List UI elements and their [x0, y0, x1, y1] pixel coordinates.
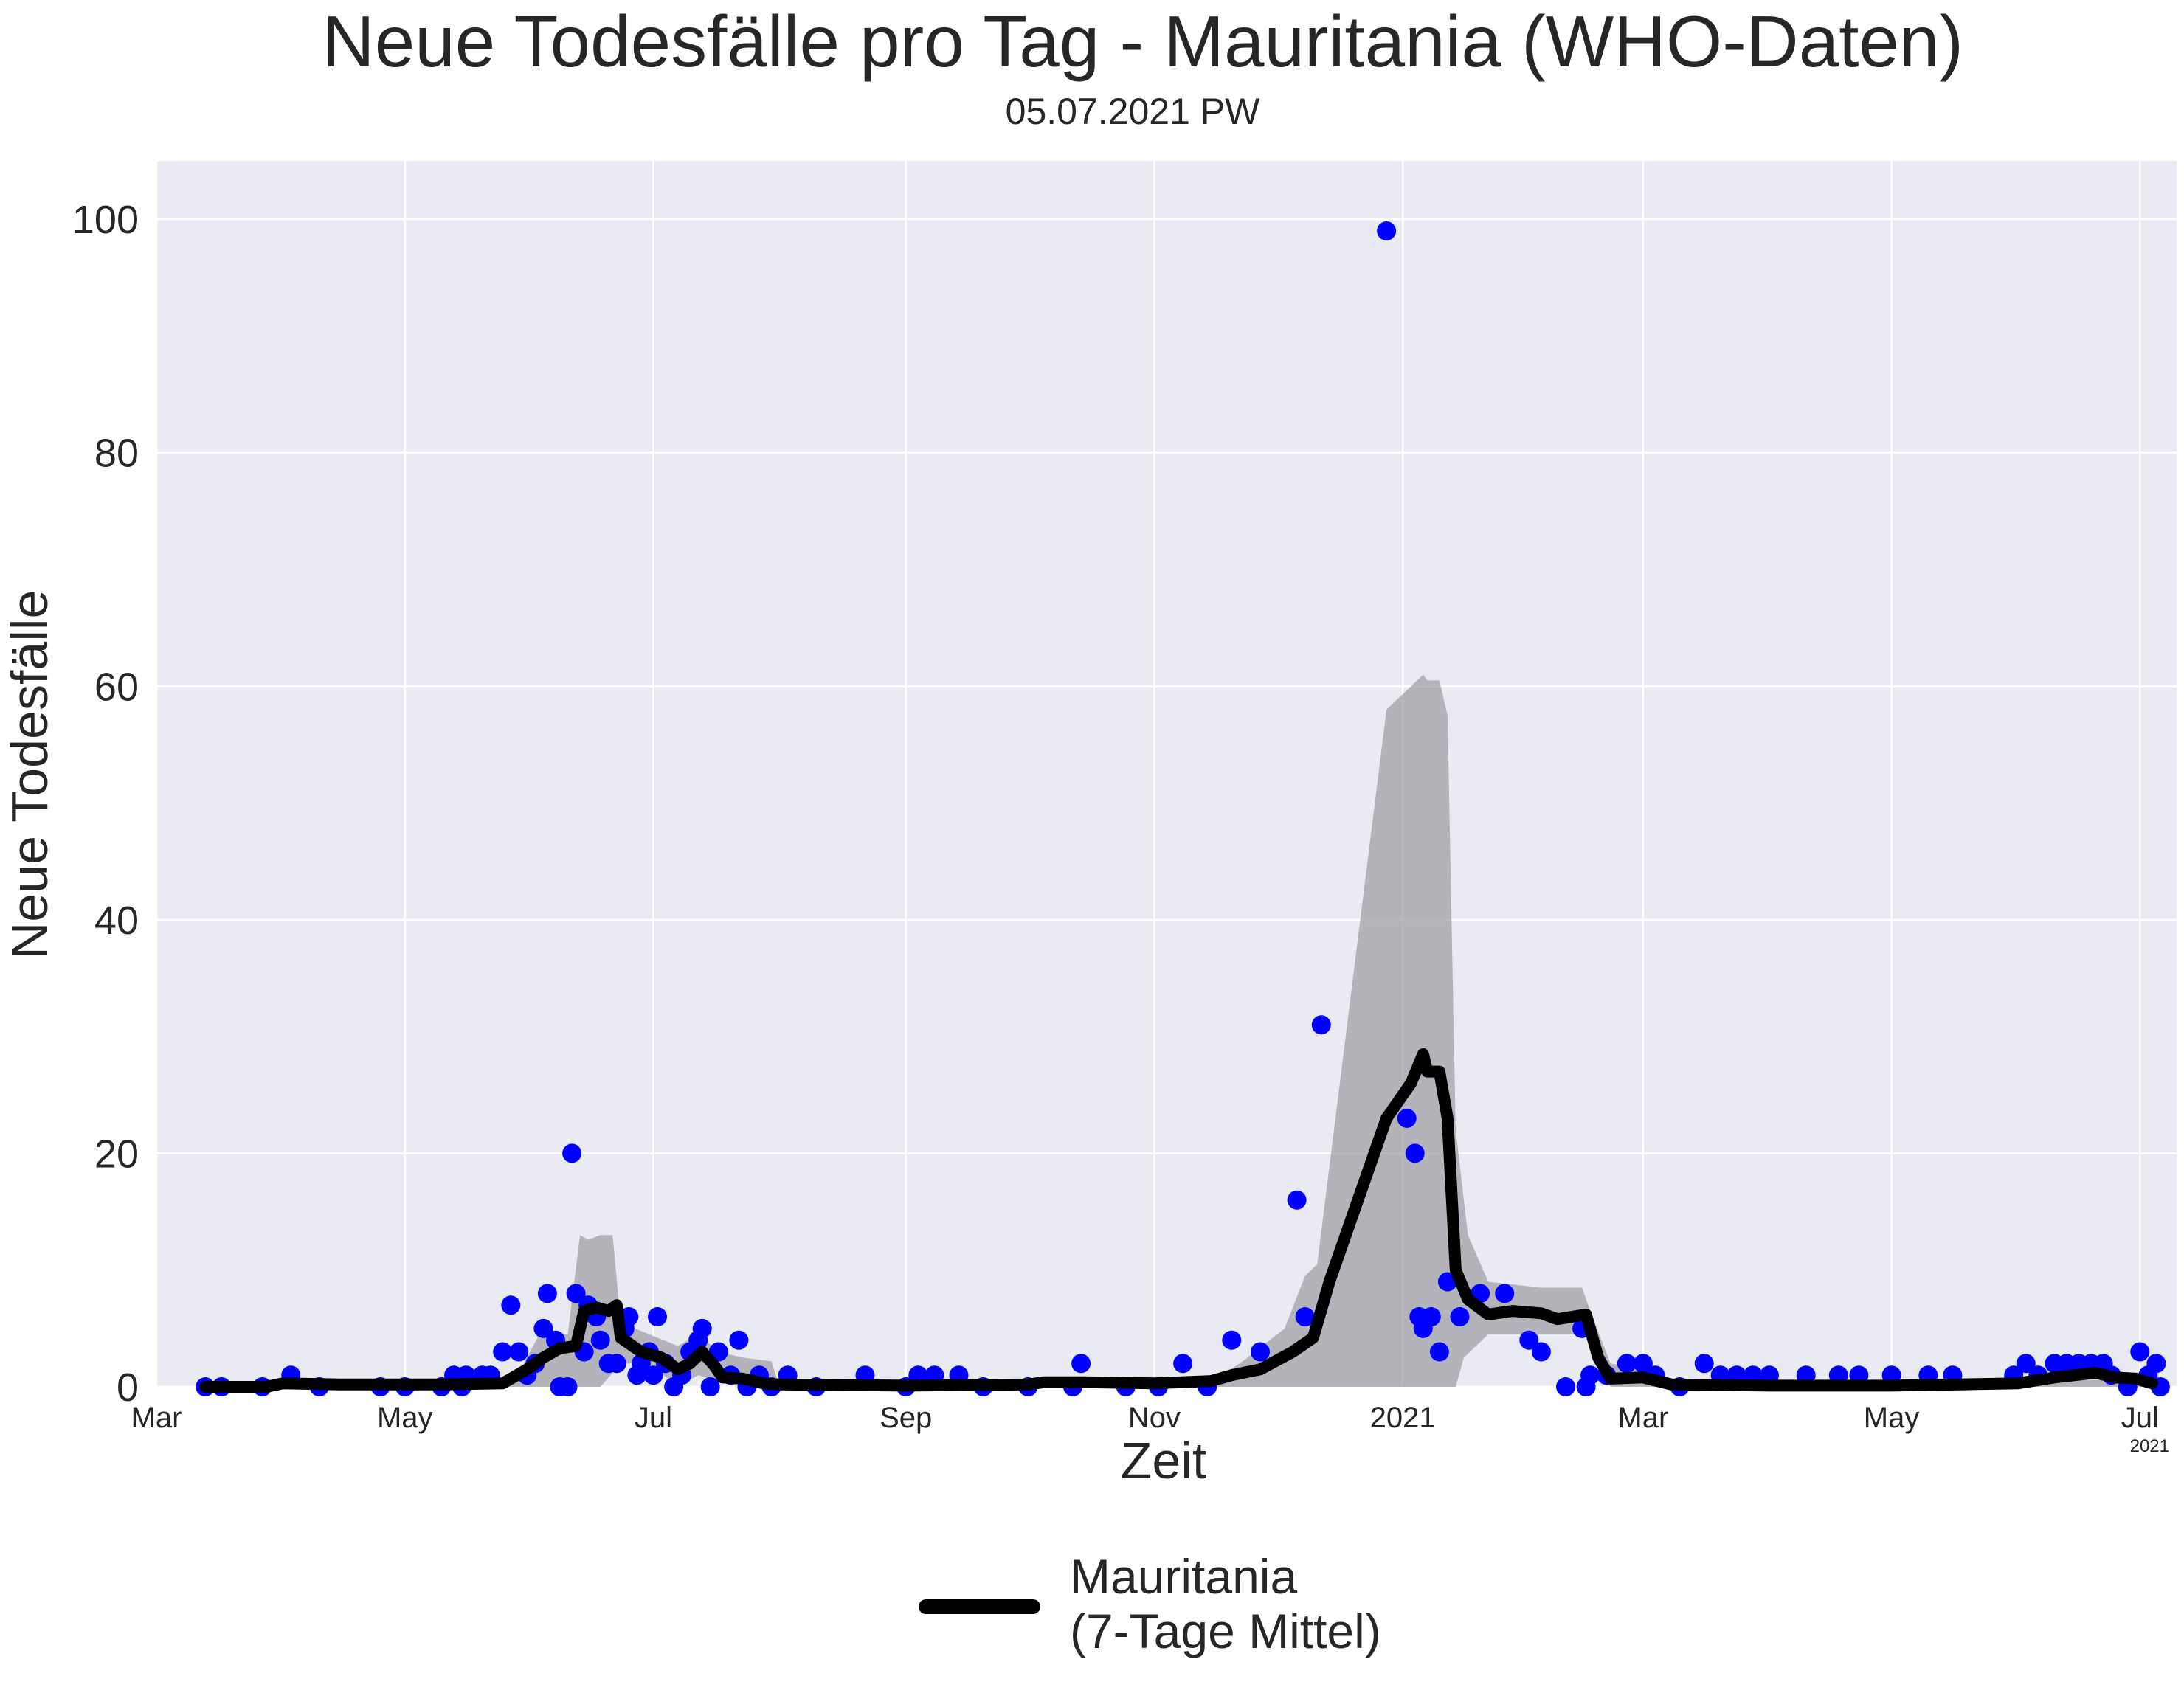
legend: Mauritania (7-Tage Mittel) — [919, 1549, 1381, 1658]
data-point — [643, 1365, 663, 1385]
data-point — [509, 1342, 529, 1362]
data-point — [1377, 221, 1397, 240]
y-axis-label: Neue Todesfälle — [1, 590, 58, 960]
y-tick-label: 60 — [94, 665, 139, 709]
data-point — [537, 1284, 557, 1303]
x-tick-label: Nov — [1128, 1402, 1181, 1434]
x-tick-labels: Mar May Jul Sep Nov 2021 Mar May Jul — [131, 1402, 2159, 1434]
x-tick-label: May — [1864, 1402, 1920, 1434]
data-point — [1311, 1015, 1331, 1035]
data-point — [1421, 1307, 1441, 1326]
moving-average-line — [199, 1048, 2158, 1393]
series-line — [199, 1048, 2158, 1393]
data-point — [566, 1284, 586, 1303]
data-point — [1295, 1307, 1315, 1326]
y-tick-label: 40 — [94, 899, 139, 943]
data-point — [2146, 1354, 2166, 1374]
data-point — [607, 1354, 626, 1374]
legend-label: Mauritania (7-Tage Mittel) — [1070, 1549, 1381, 1658]
data-point — [1694, 1354, 1714, 1374]
data-point — [1173, 1354, 1193, 1374]
x-tick-label: Mar — [1617, 1402, 1668, 1434]
data-point — [1287, 1190, 1307, 1210]
data-point — [2016, 1354, 2036, 1374]
data-point — [692, 1318, 712, 1338]
x-tick-label: 2021 — [1370, 1402, 1436, 1434]
data-point — [648, 1307, 667, 1326]
data-point — [493, 1342, 513, 1362]
y-tick-label: 20 — [94, 1132, 139, 1176]
x-tick-label: Jul — [2121, 1402, 2159, 1434]
data-point — [562, 1143, 582, 1163]
data-point — [1222, 1330, 1242, 1350]
data-point — [1405, 1143, 1425, 1163]
data-point — [700, 1377, 720, 1396]
data-point — [1450, 1307, 1470, 1326]
data-point — [1429, 1342, 1449, 1362]
data-point — [1633, 1354, 1653, 1374]
data-point — [533, 1318, 553, 1338]
data-point — [1556, 1377, 1575, 1396]
data-point — [590, 1330, 610, 1350]
y-tick-label: 0 — [117, 1365, 139, 1410]
data-point — [2130, 1342, 2150, 1362]
x-tick-label: Mar — [131, 1402, 182, 1434]
x-axis-label: Zeit — [1121, 1432, 1207, 1489]
data-point — [1251, 1342, 1270, 1362]
x-offset-label: 2021 — [2130, 1436, 2169, 1456]
plot-area — [156, 161, 2177, 1387]
y-tick-label: 100 — [72, 198, 139, 242]
data-point — [558, 1377, 578, 1396]
data-point — [501, 1295, 521, 1315]
x-tick-label: Sep — [880, 1402, 932, 1434]
chart-subtitle: 05.07.2021 PW — [1006, 91, 1260, 132]
data-point — [1580, 1365, 1600, 1385]
y-tick-label: 80 — [94, 432, 139, 476]
data-point — [1495, 1284, 1515, 1303]
chart-title: Neue Todesfälle pro Tag - Mauritania (WH… — [322, 1, 1963, 82]
x-tick-label: Jul — [635, 1402, 672, 1434]
data-point — [729, 1330, 749, 1350]
grid-lines — [155, 161, 2177, 1388]
y-tick-labels: 0 20 40 60 80 100 — [72, 198, 139, 1410]
data-point — [1397, 1108, 1417, 1128]
x-tick-label: May — [377, 1402, 433, 1434]
data-point — [1071, 1354, 1091, 1374]
data-point — [1617, 1354, 1637, 1374]
data-point — [1519, 1330, 1539, 1350]
data-point — [1531, 1342, 1551, 1362]
